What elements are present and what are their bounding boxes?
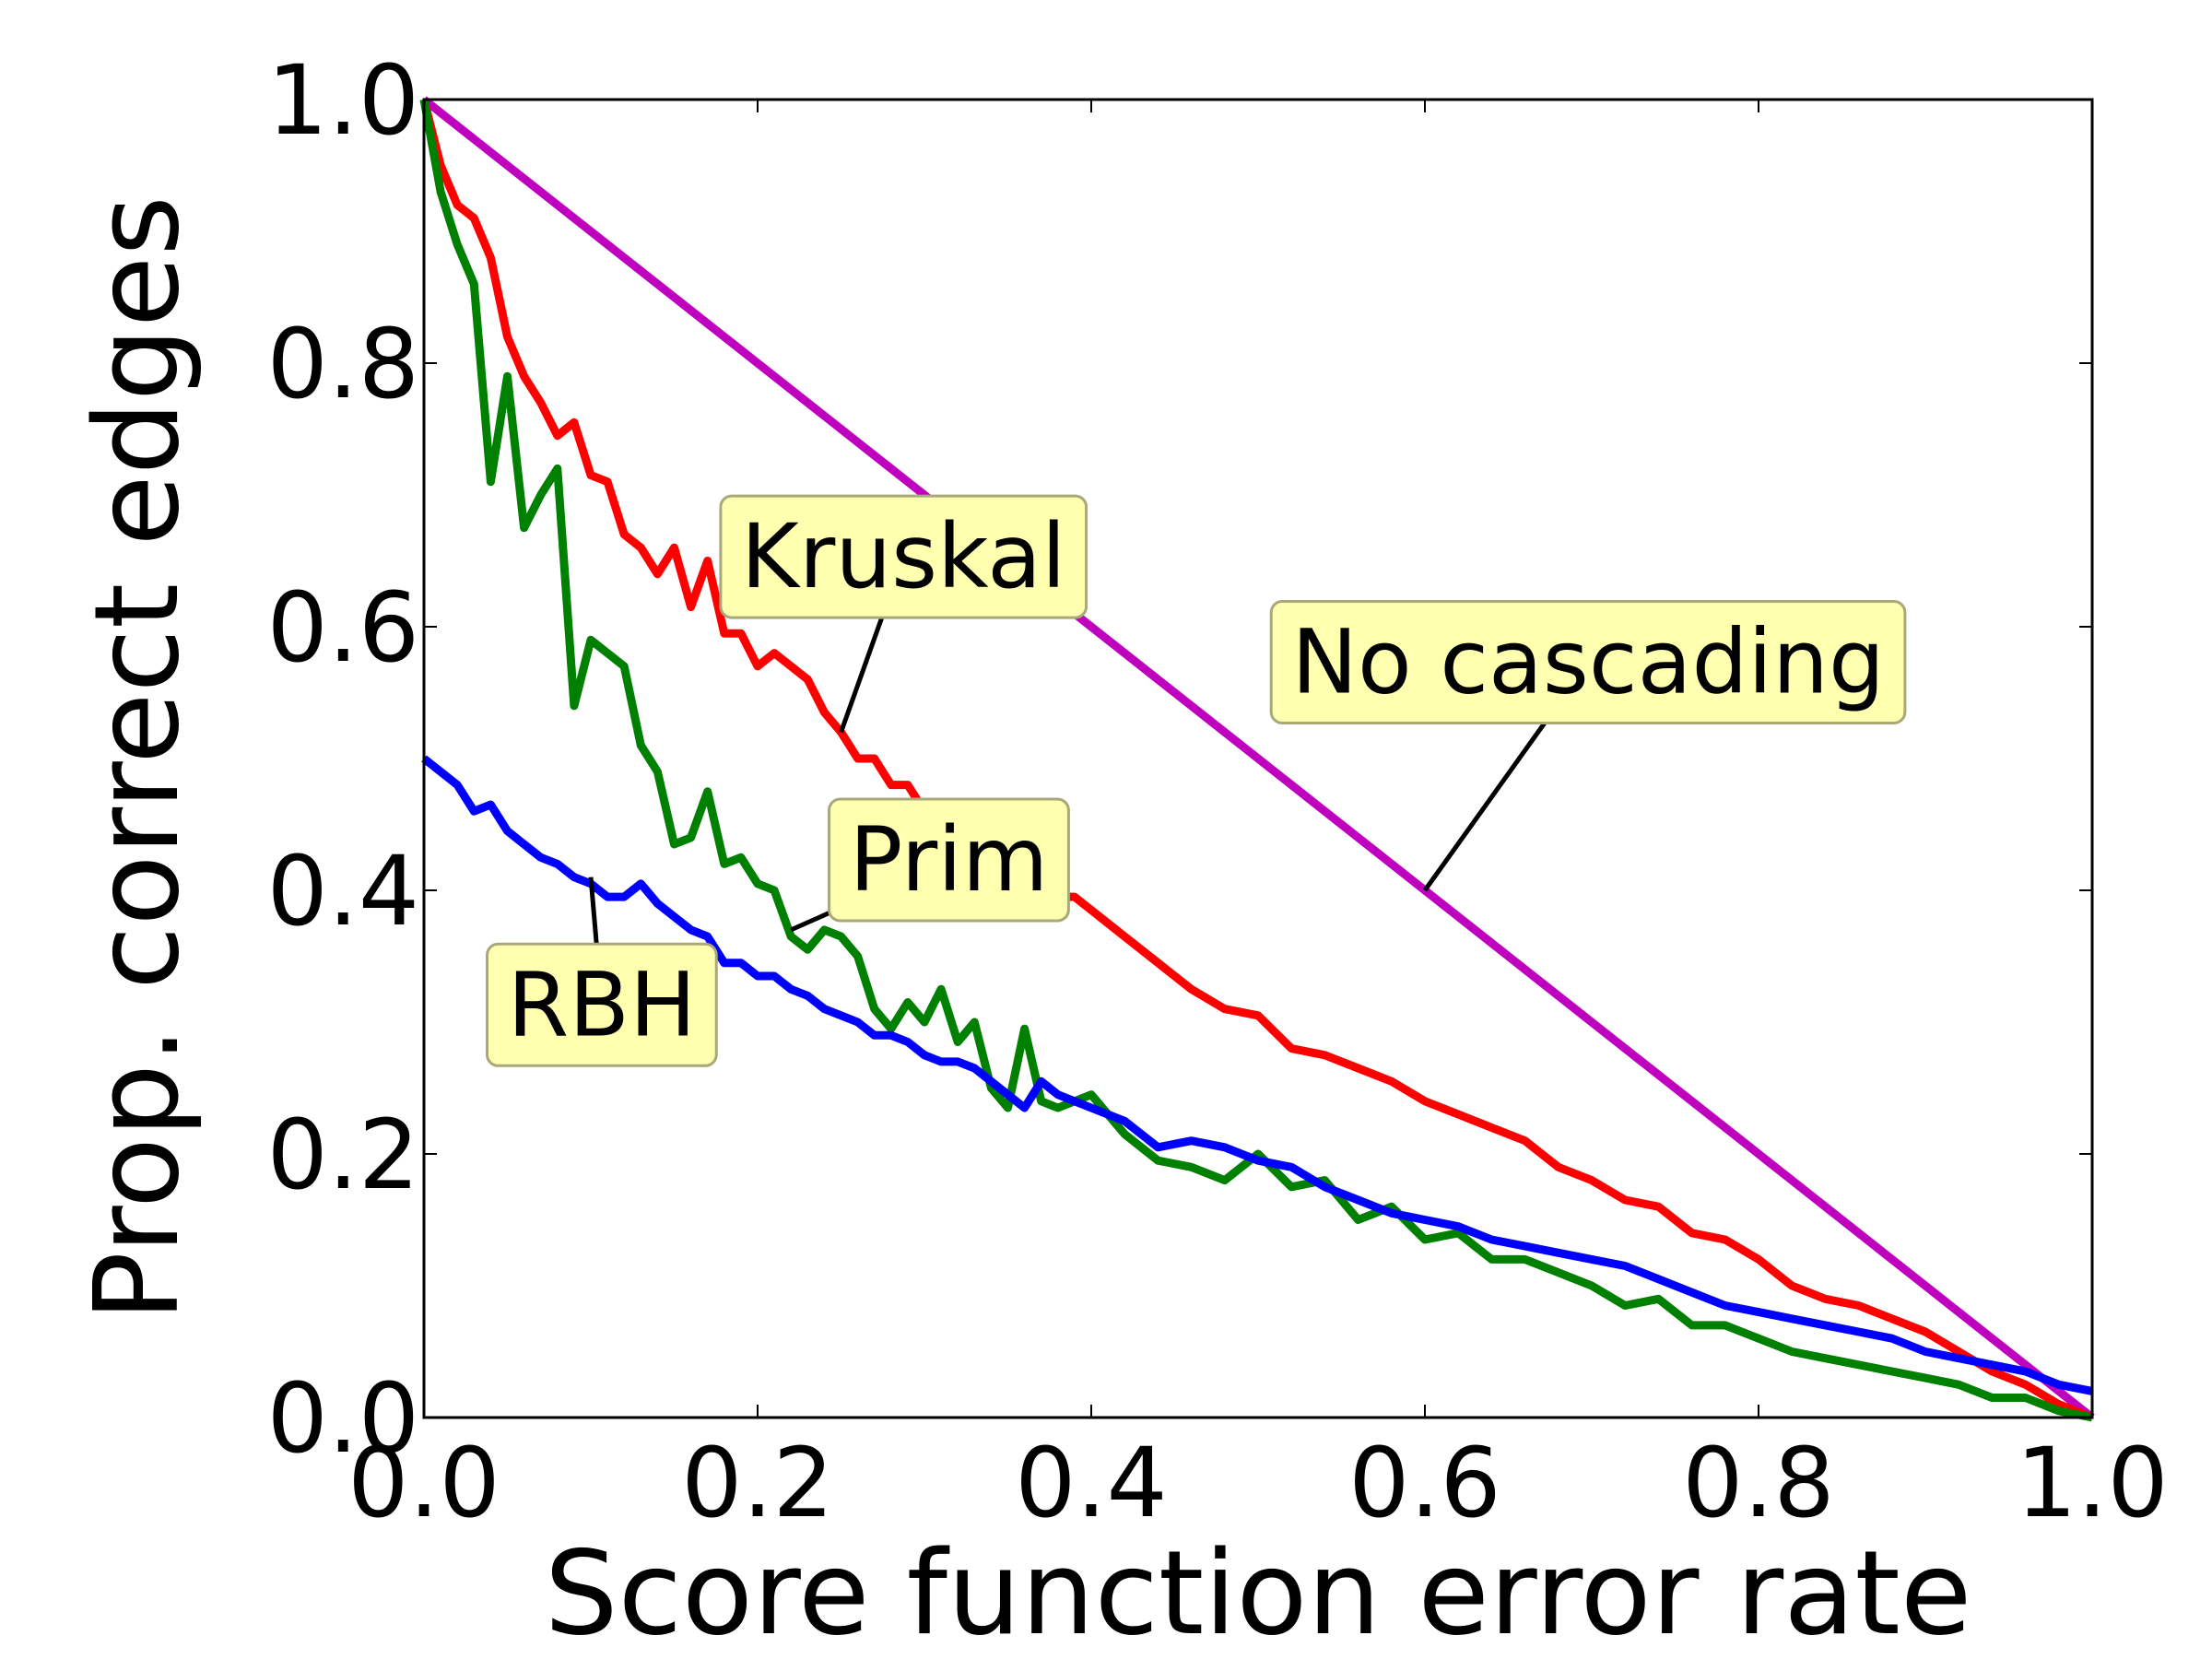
x-tick-label: 0.6: [1348, 1427, 1500, 1539]
annotation-connector-kruskal: [839, 617, 885, 734]
y-tick-label: 0.4: [267, 835, 419, 947]
series-line-rbh: [421, 755, 2093, 1395]
y-tick-label: 0.6: [267, 571, 419, 684]
series-line-no-cascading: [421, 96, 2095, 1421]
series-line-prim: [419, 99, 2093, 1422]
y-tick-label: 0.8: [267, 308, 419, 420]
annotation-box-prim: [828, 797, 1070, 923]
x-axis-title: Score function error rate: [545, 1525, 1972, 1659]
y-axis-title: Prop. correct edges: [69, 195, 205, 1322]
annotation-box-no-cascading: [1269, 600, 1907, 724]
annotation-label-rbh: RBH: [508, 953, 697, 1056]
annotation-connector-rbh: [588, 877, 599, 945]
annotation-label-kruskal: Kruskal: [741, 505, 1066, 608]
annotation-rbh: RBH: [486, 942, 718, 1067]
annotation-labels: Kruskal No cascading Prim RBH: [486, 494, 1907, 1067]
y-tick-label: 1.0: [267, 44, 419, 157]
annotation-connector-prim: [790, 911, 830, 933]
y-tick-label: 0.2: [267, 1099, 419, 1211]
annotation-kruskal: Kruskal: [719, 494, 1088, 619]
annotation-label-no-cascading: No cascading: [1291, 611, 1885, 714]
x-tick-label: 0.4: [1015, 1427, 1167, 1539]
annotation-box-kruskal: [719, 494, 1088, 619]
annotation-connectors: [588, 617, 1547, 945]
plot-frame: [422, 98, 2094, 1419]
x-tick-label: 0.2: [681, 1427, 833, 1539]
annotation-label-prim: Prim: [850, 808, 1049, 912]
x-tick-label: 0.0: [347, 1427, 500, 1539]
annotation-box-rbh: [486, 942, 718, 1067]
x-tick-label: 0.8: [1682, 1427, 1834, 1539]
annotation-connector-no-cascading: [1422, 722, 1547, 892]
tick-labels: 0.0 0.2 0.4 0.6 0.8 1.0 0.0 0.2 0.4 0.6 0.8 1.0: [267, 44, 2169, 1539]
y-tick-label: 0.0: [267, 1362, 419, 1475]
annotation-prim: Prim: [828, 797, 1070, 923]
x-tick-label: 1.0: [2016, 1427, 2168, 1539]
annotation-no-cascading: No cascading: [1269, 600, 1907, 724]
